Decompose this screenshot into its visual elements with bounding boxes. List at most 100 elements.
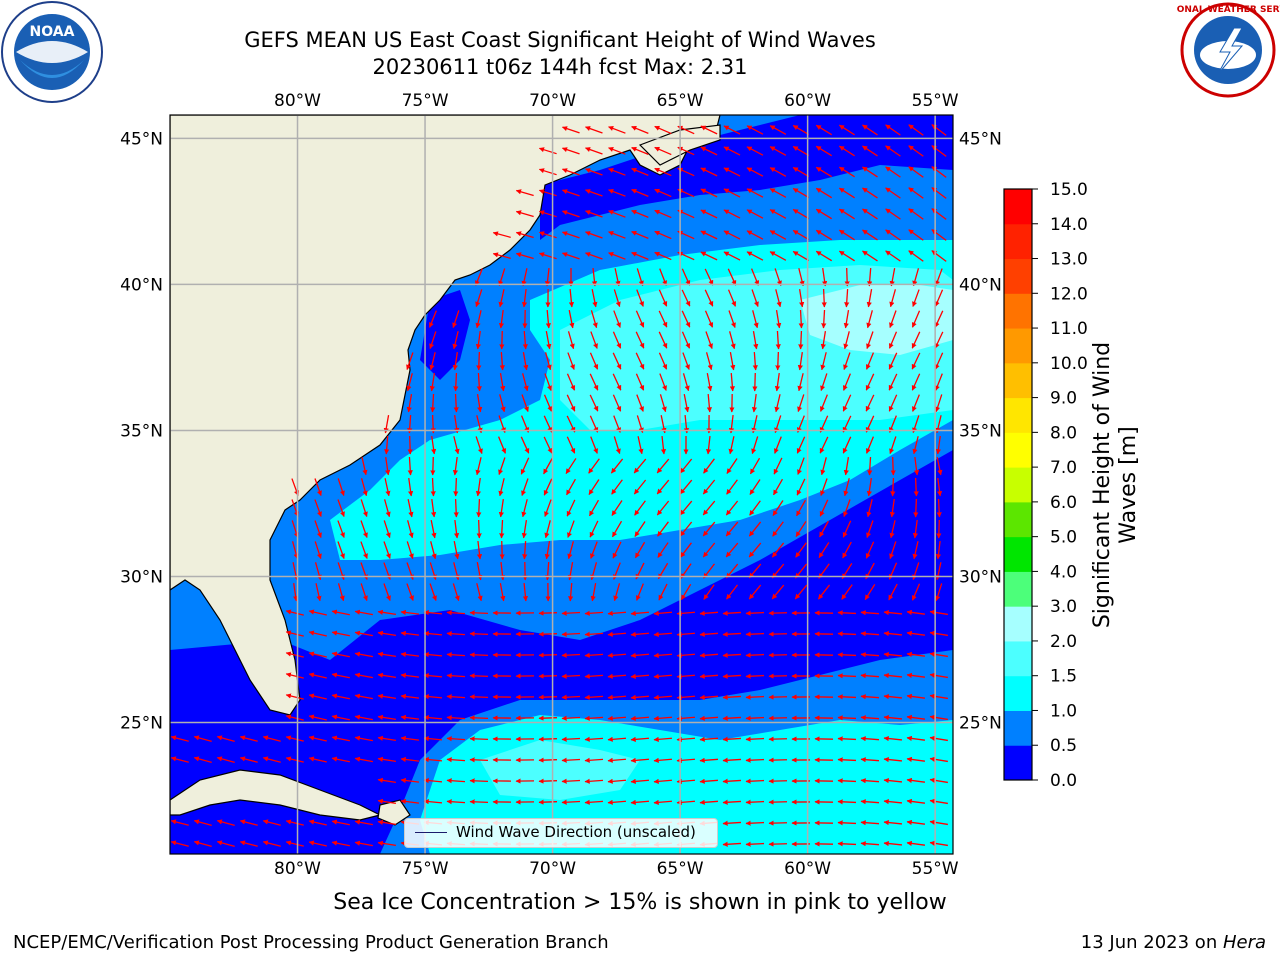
wave-arrow bbox=[653, 694, 673, 700]
wave-arrow bbox=[726, 458, 738, 474]
wave-arrow bbox=[423, 630, 443, 637]
wave-arrow bbox=[700, 167, 718, 177]
wave-arrow bbox=[889, 436, 897, 455]
wave-arrow bbox=[406, 352, 414, 371]
wave-arrow bbox=[935, 373, 943, 391]
wave-arrow bbox=[521, 288, 528, 308]
lat-labels-left: 45°N 40°N 35°N 30°N 25°N bbox=[120, 129, 163, 733]
wave-arrow bbox=[285, 756, 304, 763]
wave-arrow bbox=[795, 542, 807, 558]
wave-arrow bbox=[446, 799, 466, 805]
wave-arrow bbox=[654, 125, 672, 135]
footer-date: 13 Jun 2023 on Hera bbox=[1081, 932, 1266, 953]
wave-arrow bbox=[561, 757, 581, 763]
wave-arrow bbox=[314, 478, 322, 496]
wave-arrow bbox=[908, 145, 924, 157]
wave-arrow bbox=[469, 778, 489, 784]
wave-arrow bbox=[522, 582, 529, 602]
wave-arrow bbox=[862, 145, 878, 157]
wave-arrow bbox=[658, 310, 668, 328]
wave-arrow bbox=[607, 631, 627, 637]
wave-arrow bbox=[911, 583, 921, 601]
wave-arrow bbox=[745, 673, 765, 679]
wave-arrow bbox=[775, 310, 782, 329]
wave-arrow bbox=[633, 458, 647, 474]
wave-arrow bbox=[383, 520, 391, 539]
wave-arrow bbox=[867, 456, 873, 476]
wave-arrow bbox=[522, 540, 528, 560]
wave-arrow bbox=[337, 478, 345, 497]
wave-arrow bbox=[522, 373, 529, 392]
wave-arrow bbox=[792, 229, 810, 241]
wave-arrow bbox=[820, 478, 828, 496]
gridlines bbox=[170, 115, 953, 854]
wave-arrow bbox=[658, 583, 668, 601]
wave-arrow bbox=[545, 331, 552, 350]
wave-arrow bbox=[860, 673, 880, 679]
wave-arrow bbox=[838, 250, 855, 262]
wave-arrow bbox=[837, 736, 857, 742]
colorbar-tick-label: 12.0 bbox=[1050, 284, 1088, 304]
wave-arrow bbox=[469, 757, 489, 763]
wave-arrow bbox=[308, 819, 327, 826]
wave-arrow bbox=[751, 436, 759, 455]
wave-arrow bbox=[929, 735, 948, 742]
wave-arrow bbox=[544, 499, 552, 517]
wave-arrow bbox=[862, 187, 878, 199]
wave-arrow bbox=[792, 145, 810, 157]
wave-arrow bbox=[889, 541, 897, 560]
wave-arrow bbox=[774, 268, 782, 287]
wave-arrow bbox=[912, 415, 920, 434]
wave-arrow bbox=[631, 230, 649, 239]
wave-arrow bbox=[815, 229, 833, 241]
wave-arrow bbox=[585, 147, 603, 155]
wave-arrow bbox=[654, 146, 672, 156]
wave-arrow bbox=[635, 583, 644, 601]
wave-arrow bbox=[929, 609, 948, 616]
wave-arrow bbox=[798, 330, 804, 350]
wave-arrow bbox=[446, 694, 466, 700]
wave-arrow bbox=[934, 310, 944, 328]
wave-arrow bbox=[862, 166, 878, 178]
wave-arrow bbox=[314, 520, 322, 538]
wave-arrow bbox=[772, 521, 784, 537]
wave-arrow bbox=[682, 373, 690, 392]
wave-arrow bbox=[538, 189, 557, 197]
wave-arrow bbox=[815, 124, 833, 136]
colorbar-segment bbox=[1004, 710, 1032, 746]
noaa-logo-text: NOAA bbox=[30, 24, 75, 40]
wave-arrow bbox=[931, 124, 947, 136]
wave-arrow bbox=[561, 210, 580, 218]
wave-arrow bbox=[842, 415, 852, 433]
wave-arrow bbox=[584, 778, 604, 784]
wave-arrow bbox=[216, 735, 235, 742]
wave-arrow bbox=[561, 778, 581, 784]
wave-arrow bbox=[612, 541, 622, 559]
wave-arrow bbox=[700, 251, 718, 261]
wave-arrow bbox=[499, 394, 506, 413]
wave-arrow bbox=[408, 477, 414, 497]
wave-arrow bbox=[699, 673, 719, 679]
colorbar-tick-label: 7.0 bbox=[1050, 458, 1077, 478]
wave-arrow bbox=[929, 819, 948, 826]
wave-arrow bbox=[722, 757, 742, 763]
wave-arrow bbox=[818, 542, 830, 559]
wave-arrow bbox=[406, 373, 413, 392]
wave-arrow bbox=[400, 651, 420, 658]
wave-arrow bbox=[842, 541, 852, 559]
wave-arrow bbox=[589, 352, 599, 370]
wave-arrow bbox=[607, 778, 627, 784]
wave-arrow bbox=[699, 652, 719, 658]
nws-logo-text: NATIONAL WEATHER SERVICE bbox=[1176, 5, 1280, 15]
wave-arrow bbox=[561, 715, 581, 721]
wave-arrow bbox=[331, 672, 350, 679]
wave-arrow bbox=[935, 394, 943, 413]
lon-labels-top: 80°W 75°W 70°W 65°W 60°W 55°W bbox=[274, 91, 959, 111]
wave-arrow bbox=[429, 331, 437, 350]
wave-arrow bbox=[561, 252, 580, 260]
wave-arrow bbox=[658, 331, 668, 349]
footer-date-text: 13 Jun 2023 on bbox=[1080, 932, 1223, 953]
wave-arrow bbox=[768, 652, 788, 658]
wave-arrow bbox=[354, 630, 373, 637]
wave-arrow bbox=[630, 799, 650, 805]
